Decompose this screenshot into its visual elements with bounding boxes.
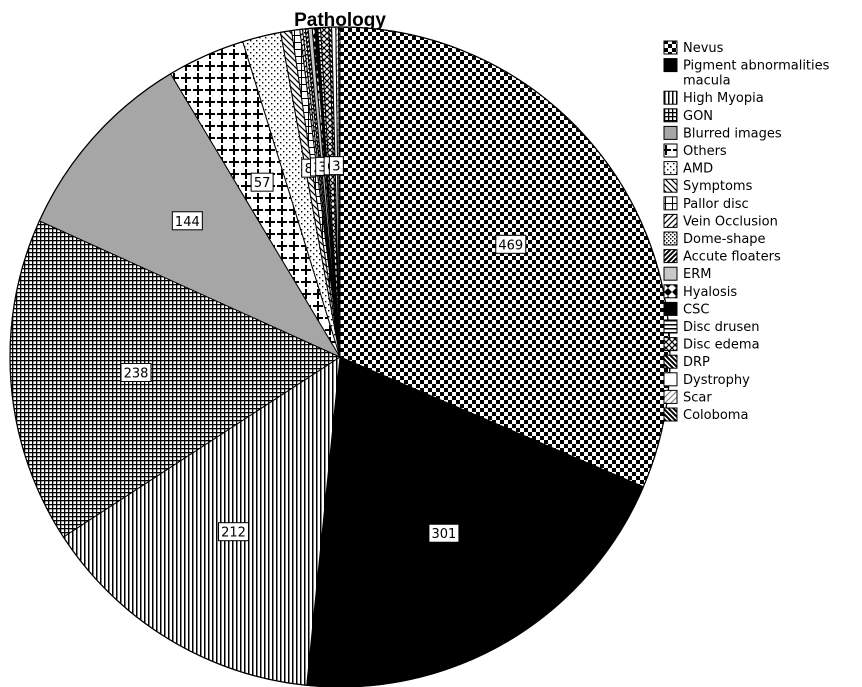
data-label-box [171, 211, 203, 231]
legend-label: Dystrophy [683, 373, 750, 388]
legend-swatch [663, 372, 678, 387]
legend-swatch [663, 178, 678, 193]
legend-item-high-myopia: High Myopia [663, 90, 764, 106]
legend-item-csc: CSC [663, 301, 709, 317]
data-label-value: 212 [221, 526, 246, 541]
legend-label: ERM [683, 267, 711, 282]
legend-item-symptoms: Symptoms [663, 178, 753, 194]
legend-item-pallor-disc: Pallor disc [663, 196, 749, 212]
data-label-high-myopia: 212 [218, 522, 250, 542]
legend-label: Nevus [683, 41, 724, 56]
legend-item-nevus: Nevus [663, 40, 724, 56]
legend-swatch [663, 301, 678, 316]
legend-label: Scar [683, 390, 712, 405]
data-label-box [120, 362, 152, 382]
legend-label: AMD [683, 162, 713, 177]
legend-item-amd: AMD [663, 161, 713, 177]
legend-item-drp: DRP [663, 354, 710, 370]
legend-swatch [663, 337, 678, 352]
legend-swatch [663, 108, 678, 123]
legend-swatch [663, 266, 678, 281]
legend-label: GON [683, 109, 713, 124]
legend-label: DRP [683, 355, 710, 370]
legend-label: Blurred images [683, 126, 782, 141]
data-label-box [428, 523, 460, 543]
chart-legend: Nevus Pigment abnormalities macula High Myo… [663, 40, 830, 423]
legend-item-accute-floaters: Accute floaters [663, 249, 781, 265]
legend-swatch [663, 249, 678, 264]
data-label-value: 144 [175, 215, 200, 230]
legend-swatch [663, 231, 678, 246]
legend-label: Disc drusen [683, 320, 760, 335]
legend-label: Others [683, 144, 727, 159]
legend-item-scar: Scar [663, 389, 712, 405]
data-label-value: 57 [254, 176, 271, 191]
data-label-box [250, 172, 274, 192]
legend-label: Dome-shape [683, 232, 766, 247]
legend-swatch [663, 213, 678, 228]
legend-item-erm: ERM [663, 266, 711, 282]
legend-swatch [663, 40, 678, 55]
legend-label: Pallor disc [683, 197, 749, 212]
legend-item-gon: GON [663, 108, 713, 124]
pie-data-labels: 4693012122381445782363 [120, 156, 527, 543]
legend-swatch [663, 319, 678, 334]
data-label-value: 8 [305, 162, 313, 177]
legend-label: Pigment abnormalities macula [683, 59, 830, 89]
legend-label: Coloboma [683, 408, 748, 423]
legend-label: Vein Occlusion [683, 214, 778, 229]
data-label-value: 3 [332, 160, 340, 175]
legend-swatch [663, 58, 678, 73]
data-label-others: 57 [250, 172, 274, 192]
data-label-gon: 238 [120, 362, 152, 382]
legend-item-hyalosis: Hyalosis [663, 284, 737, 300]
legend-label: CSC [683, 302, 709, 317]
legend-swatch [663, 143, 678, 158]
legend-item-vein-occlusion: Vein Occlusion [663, 213, 778, 229]
data-label-box [218, 522, 250, 542]
data-label-box [328, 156, 344, 176]
data-label-nevus: 469 [495, 234, 527, 254]
data-label-box [495, 234, 527, 254]
legend-swatch [663, 90, 678, 105]
data-label-value: 3 [319, 160, 327, 175]
legend-label: Hyalosis [683, 285, 737, 300]
legend-swatch [663, 389, 678, 404]
data-label-value: 469 [498, 238, 523, 253]
data-label-blurred-images: 144 [171, 211, 203, 231]
legend-item-disc-edema: Disc edema [663, 337, 760, 353]
legend-swatch [663, 125, 678, 140]
legend-swatch [663, 354, 678, 369]
legend-swatch [663, 284, 678, 299]
legend-swatch [663, 407, 678, 422]
legend-label: Disc edema [683, 338, 760, 353]
legend-item-blurred-images: Blurred images [663, 125, 782, 141]
data-label-value: 238 [124, 366, 149, 381]
legend-swatch [663, 161, 678, 176]
legend-item-dome-shape: Dome-shape [663, 231, 766, 247]
legend-item-others: Others [663, 143, 727, 159]
legend-label: Accute floaters [683, 250, 781, 265]
legend-label: High Myopia [683, 91, 764, 106]
data-label-dystrophy: 3 [328, 156, 344, 176]
pie-slices [9, 26, 671, 687]
legend-item-dystrophy: Dystrophy [663, 372, 750, 388]
legend-item-disc-drusen: Disc drusen [663, 319, 760, 335]
data-label-pigment-abnormalities-macula: 301 [428, 523, 460, 543]
legend-label: Symptoms [683, 179, 753, 194]
legend-item-coloboma: Coloboma [663, 407, 748, 423]
data-label-value: 301 [431, 527, 456, 542]
legend-item-pigment-abnormalities-macula: Pigment abnormalities macula [663, 58, 830, 89]
chart-title: Pathology [294, 10, 386, 31]
legend-swatch [663, 196, 678, 211]
